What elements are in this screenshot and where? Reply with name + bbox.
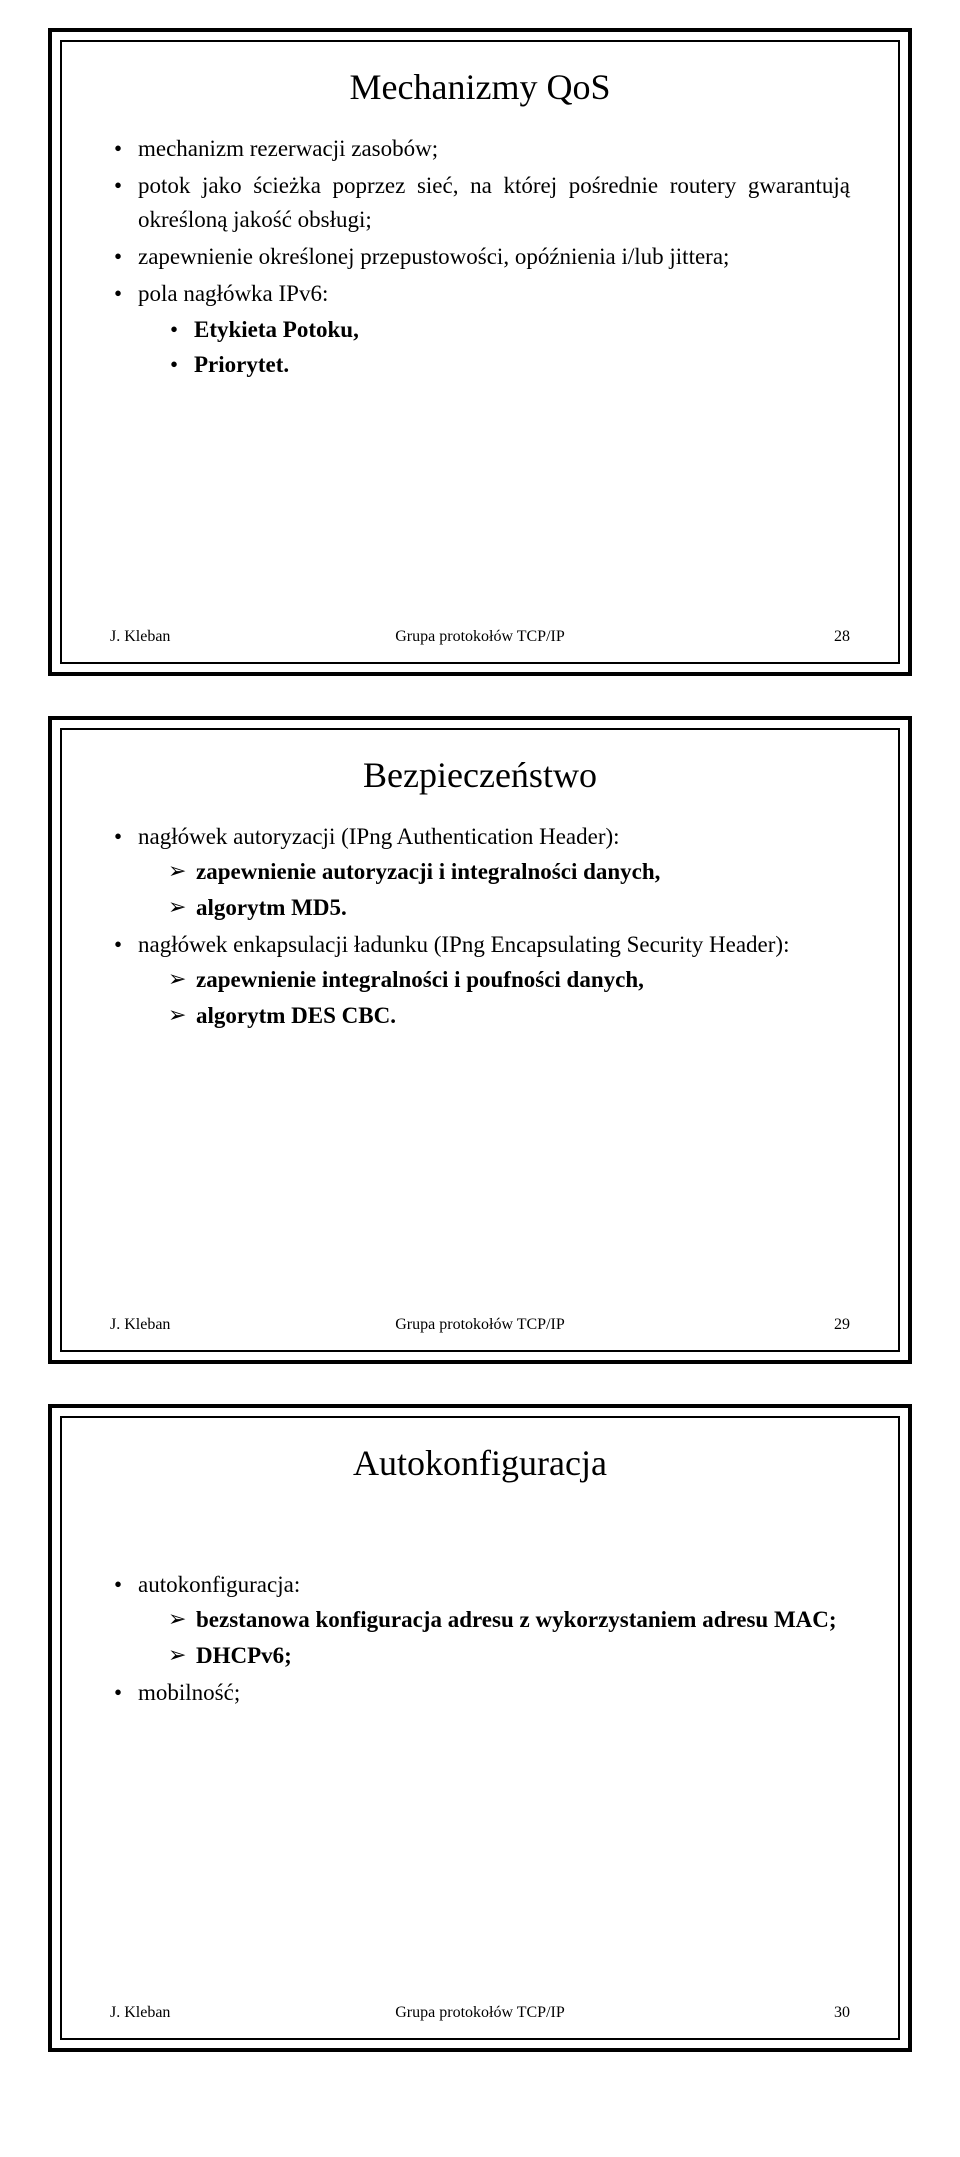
chevron-text: algorytm MD5. — [196, 895, 347, 920]
chevron-text: DHCPv6; — [196, 1643, 292, 1668]
chevron-item: algorytm MD5. — [166, 891, 850, 924]
bullet-item: zapewnienie określonej przepustowości, o… — [110, 240, 850, 273]
document-root: Mechanizmy QoS mechanizm rezerwacji zasob… — [0, 28, 960, 2052]
chevron-item: zapewnienie autoryzacji i integralności … — [166, 855, 850, 888]
bullet-text: pola nagłówka IPv6: — [138, 281, 328, 306]
bullet-item: nagłówek autoryzacji (IPng Authenticatio… — [110, 820, 850, 924]
bullet-text: autokonfiguracja: — [138, 1572, 300, 1597]
bullet-text: zapewnienie określonej przepustowości, o… — [138, 244, 729, 269]
sub-item: Etykieta Potoku, — [166, 313, 850, 346]
sub-text: Etykieta Potoku, — [194, 317, 359, 342]
bullet-text: nagłówek autoryzacji (IPng Authenticatio… — [138, 824, 620, 849]
slide-footer: J. KlebanGrupa protokołów TCP/IP30 — [110, 2004, 850, 2022]
slide-title: Autokonfiguracja — [110, 1442, 850, 1484]
chevron-item: algorytm DES CBC. — [166, 999, 850, 1032]
bullet-item: mechanizm rezerwacji zasobów; — [110, 132, 850, 165]
chevron-text: bezstanowa konfiguracja adresu z wykorzy… — [196, 1607, 837, 1632]
chevron-list: bezstanowa konfiguracja adresu z wykorzy… — [138, 1603, 850, 1672]
sub-text: Priorytet. — [194, 352, 289, 377]
chevron-item: bezstanowa konfiguracja adresu z wykorzy… — [166, 1603, 850, 1636]
bullet-text: mobilność; — [138, 1680, 240, 1705]
slide-footer: J. KlebanGrupa protokołów TCP/IP29 — [110, 1316, 850, 1334]
bullet-item: nagłówek enkapsulacji ładunku (IPng Enca… — [110, 928, 850, 1032]
chevron-text: zapewnienie integralności i poufności da… — [196, 967, 644, 992]
slide-inner: Bezpieczeństwo nagłówek autoryzacji (IPng… — [60, 728, 900, 1352]
slide-title: Mechanizmy QoS — [110, 66, 850, 108]
bullet-list: mechanizm rezerwacji zasobów; potok jako … — [110, 132, 850, 381]
bullet-text: potok jako ścieżka poprzez sieć, na któr… — [138, 173, 850, 231]
chevron-list: zapewnienie autoryzacji i integralności … — [138, 855, 850, 924]
sub-item: Priorytet. — [166, 348, 850, 381]
footer-group: Grupa protokołów TCP/IP — [110, 1316, 850, 1334]
chevron-list: zapewnienie integralności i poufności da… — [138, 963, 850, 1032]
slide-inner: Autokonfiguracja autokonfiguracja: bezstan… — [60, 1416, 900, 2040]
bullet-item: pola nagłówka IPv6: Etykieta Potoku, Prior… — [110, 277, 850, 381]
slide-footer: J. KlebanGrupa protokołów TCP/IP28 — [110, 628, 850, 646]
chevron-item: DHCPv6; — [166, 1639, 850, 1672]
bullet-text: mechanizm rezerwacji zasobów; — [138, 136, 438, 161]
slide-inner: Mechanizmy QoS mechanizm rezerwacji zasob… — [60, 40, 900, 664]
bullet-item: potok jako ścieżka poprzez sieć, na któr… — [110, 169, 850, 236]
bullet-item: mobilność; — [110, 1676, 850, 1709]
chevron-item: zapewnienie integralności i poufności da… — [166, 963, 850, 996]
bullet-text: nagłówek enkapsulacji ładunku (IPng Enca… — [138, 932, 789, 957]
chevron-text: zapewnienie autoryzacji i integralności … — [196, 859, 660, 884]
footer-group: Grupa protokołów TCP/IP — [110, 2004, 850, 2022]
bullet-item: autokonfiguracja: bezstanowa konfiguracja… — [110, 1568, 850, 1672]
sub-list: Etykieta Potoku, Priorytet. — [138, 313, 850, 382]
bullet-list: autokonfiguracja: bezstanowa konfiguracja… — [110, 1568, 850, 1709]
bullet-list: nagłówek autoryzacji (IPng Authenticatio… — [110, 820, 850, 1032]
slide: Mechanizmy QoS mechanizm rezerwacji zasob… — [48, 28, 912, 676]
spacer — [110, 1508, 850, 1568]
slide: Autokonfiguracja autokonfiguracja: bezstan… — [48, 1404, 912, 2052]
slide-title: Bezpieczeństwo — [110, 754, 850, 796]
slide: Bezpieczeństwo nagłówek autoryzacji (IPng… — [48, 716, 912, 1364]
footer-group: Grupa protokołów TCP/IP — [110, 628, 850, 646]
chevron-text: algorytm DES CBC. — [196, 1003, 396, 1028]
